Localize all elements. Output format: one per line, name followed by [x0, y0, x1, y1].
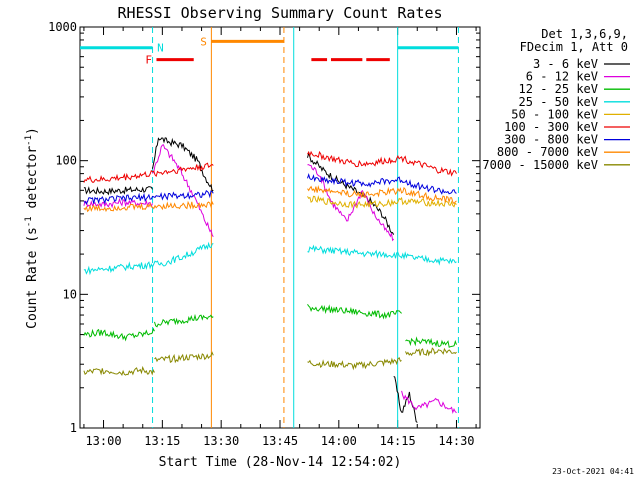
- legend-header-line: Det 1,3,6,9,: [541, 27, 628, 41]
- series-line: [307, 173, 457, 195]
- flag-label: F: [145, 54, 152, 67]
- series-line: [307, 195, 457, 209]
- series-line: [83, 186, 153, 196]
- flag-label: S: [200, 35, 207, 48]
- flag-label: N: [157, 42, 164, 55]
- series-line: [307, 304, 402, 320]
- legend-label: 100 - 300 keV: [504, 120, 598, 134]
- series-line: [154, 313, 214, 328]
- x-tick-label: 13:00: [85, 434, 121, 448]
- series-line: [152, 144, 214, 237]
- series-line: [83, 327, 155, 342]
- legend: Det 1,3,6,9, FDecim 1, Att 0 3 - 6 keV6 …: [482, 27, 630, 172]
- x-tick-label: 14:30: [438, 434, 474, 448]
- legend-header-line: FDecim 1, Att 0: [520, 40, 628, 54]
- y-axis-label-exponent: -1: [24, 216, 34, 227]
- legend-label: 7000 - 15000 keV: [482, 158, 598, 172]
- series-line: [154, 351, 214, 364]
- y-axis-label-exponent: -1: [24, 135, 34, 146]
- legend-label: 300 - 800 keV: [504, 133, 598, 147]
- series-line: [401, 390, 457, 414]
- series-line: [83, 365, 155, 377]
- series-line: [405, 336, 457, 348]
- y-axis-label: Count Rate (s-1 detector-1): [24, 127, 40, 329]
- footer-datestamp: 23-Oct-2021 04:41: [552, 467, 634, 476]
- y-axis-label-part: Count Rate (s: [25, 227, 40, 329]
- legend-label: 25 - 50 keV: [519, 95, 598, 109]
- series-line: [307, 184, 457, 205]
- legend-label: 3 - 6 keV: [533, 57, 598, 71]
- x-tick-label: 13:45: [262, 434, 298, 448]
- y-axis-label-part: ): [25, 127, 40, 135]
- chart-title: RHESSI Observing Summary Count Rates: [117, 4, 442, 22]
- series-line: [405, 347, 457, 357]
- x-tick-label: 13:15: [144, 434, 180, 448]
- series-line: [307, 244, 457, 266]
- y-tick-label: 10: [63, 287, 77, 301]
- y-axis-label-part: detector: [25, 146, 40, 217]
- series-line: [307, 151, 395, 235]
- series-line: [307, 356, 402, 371]
- y-tick-label: 1: [70, 421, 77, 435]
- x-tick-label: 13:30: [203, 434, 239, 448]
- y-tick-label: 100: [55, 154, 77, 168]
- series-line: [83, 162, 214, 183]
- legend-label: 6 - 12 keV: [526, 70, 598, 84]
- series-line: [307, 150, 457, 177]
- series-line: [83, 241, 214, 276]
- y-tick-label: 1000: [48, 20, 77, 34]
- x-tick-label: 14:15: [380, 434, 416, 448]
- legend-label: 12 - 25 keV: [519, 82, 598, 96]
- series-line: [83, 190, 214, 205]
- legend-label: 50 - 100 keV: [511, 107, 598, 121]
- series-line: [152, 137, 214, 193]
- series-line: [307, 164, 395, 242]
- series-line: [83, 200, 214, 213]
- x-axis-label: Start Time (28-Nov-14 12:54:02): [159, 455, 402, 470]
- series-line: [83, 197, 153, 209]
- x-tick-label: 14:00: [321, 434, 357, 448]
- legend-label: 800 - 7000 keV: [497, 145, 598, 159]
- plot-frame: [79, 26, 481, 429]
